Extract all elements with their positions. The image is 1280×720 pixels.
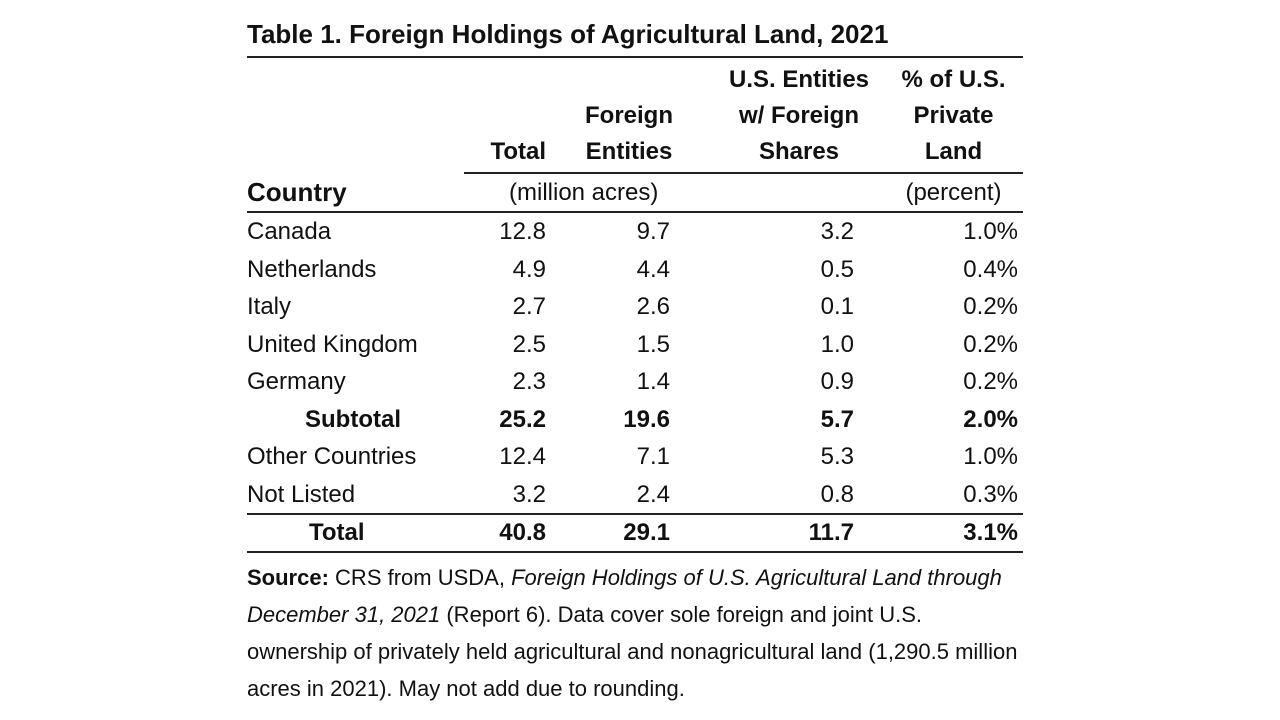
cell-foreign: 2.6 <box>636 293 670 320</box>
cell-us: 5.7 <box>820 405 854 433</box>
cell-total: 2.5 <box>512 330 546 358</box>
cell-total: 40.8 <box>464 513 550 553</box>
cell-total: 2.7 <box>512 293 546 320</box>
header-blank <box>247 58 464 173</box>
header-pct-private: % of U.S. Private Land <box>884 58 1023 174</box>
cell-us: 0.8 <box>820 480 854 508</box>
cell-foreign: 7.1 <box>636 443 670 470</box>
cell-us: 0.1 <box>820 293 854 320</box>
cell-country: Italy <box>247 293 292 320</box>
cell-total: 2.3 <box>512 368 546 395</box>
header-us-entities: U.S. Entities w/ Foreign Shares <box>714 58 884 174</box>
cell-pct: 2.0% <box>963 405 1018 433</box>
source-lead: CRS from USDA, <box>335 565 505 590</box>
cell-country: Total <box>247 513 464 553</box>
subtotal-row: Subtotal 25.2 19.6 5.7 2.0% <box>247 401 1023 439</box>
source-label: Source: <box>247 565 329 590</box>
cell-pct: 0.4% <box>963 255 1018 283</box>
cell-us: 11.7 <box>714 513 884 553</box>
cell-foreign: 4.4 <box>636 255 670 283</box>
total-row: Total 40.8 29.1 11.7 3.1% <box>247 513 1023 553</box>
cell-us: 1.0 <box>820 330 854 358</box>
cell-pct: 1.0% <box>963 443 1018 470</box>
units-row: Country (million acres) (percent) <box>247 173 1023 213</box>
source-rest: (Report 6). Data cover sole foreign and … <box>247 602 1018 701</box>
header-row: Total Foreign Entities U.S. Entities w/ … <box>247 58 1023 174</box>
cell-total: 3.2 <box>512 480 546 508</box>
cell-country: Not Listed <box>247 480 356 508</box>
cell-pct: 3.1% <box>884 513 1023 553</box>
cell-foreign: 1.4 <box>636 368 670 395</box>
cell-total: 4.9 <box>512 255 546 283</box>
cell-country: United Kingdom <box>247 330 418 358</box>
cell-total: 25.2 <box>499 405 546 433</box>
cell-foreign: 19.6 <box>623 405 670 433</box>
cell-foreign: 1.5 <box>636 330 670 358</box>
cell-foreign: 2.4 <box>636 480 670 508</box>
units-million-acres: (million acres) <box>464 173 884 213</box>
cell-us: 3.2 <box>820 218 854 245</box>
cell-total: 12.4 <box>499 443 546 470</box>
cell-foreign: 29.1 <box>550 513 714 553</box>
cell-us: 5.3 <box>820 443 854 470</box>
cell-country: Subtotal <box>305 405 401 433</box>
table-document: Table 1. Foreign Holdings of Agricultura… <box>247 12 1025 707</box>
cell-country: Other Countries <box>247 443 417 470</box>
cell-pct: 0.2% <box>963 330 1018 358</box>
table-row: Other Countries 12.4 7.1 5.3 1.0% <box>247 438 1023 476</box>
table-row: Germany 2.3 1.4 0.9 0.2% <box>247 363 1023 401</box>
cell-pct: 0.2% <box>963 368 1018 395</box>
cell-country: Canada <box>247 218 332 245</box>
table-row: Italy 2.7 2.6 0.1 0.2% <box>247 288 1023 326</box>
units-percent: (percent) <box>884 173 1023 213</box>
header-total: Total <box>464 58 550 174</box>
cell-pct: 1.0% <box>963 218 1018 245</box>
cell-country: Germany <box>247 368 346 395</box>
source-publication: Foreign Holdings of U.S. Agricultural La… <box>247 565 1002 627</box>
table-row: Not Listed 3.2 2.4 0.8 0.3% <box>247 476 1023 515</box>
cell-pct: 0.3% <box>963 480 1018 508</box>
table-row: Netherlands 4.9 4.4 0.5 0.4% <box>247 251 1023 289</box>
country-header: Country <box>247 173 464 213</box>
table-title: Table 1. Foreign Holdings of Agricultura… <box>247 19 889 49</box>
source-note: Source: CRS from USDA, Foreign Holdings … <box>247 559 1023 707</box>
cell-us: 0.5 <box>820 255 854 283</box>
header-foreign-entities: Foreign Entities <box>550 58 714 174</box>
holdings-table: Total Foreign Entities U.S. Entities w/ … <box>247 56 1023 553</box>
table-row: Canada 12.8 9.7 3.2 1.0% <box>247 212 1023 251</box>
cell-foreign: 9.7 <box>636 218 670 245</box>
cell-country: Netherlands <box>247 255 377 283</box>
cell-us: 0.9 <box>820 368 854 395</box>
table-row: United Kingdom 2.5 1.5 1.0 0.2% <box>247 326 1023 364</box>
cell-pct: 0.2% <box>963 293 1018 320</box>
cell-total: 12.8 <box>499 218 546 245</box>
